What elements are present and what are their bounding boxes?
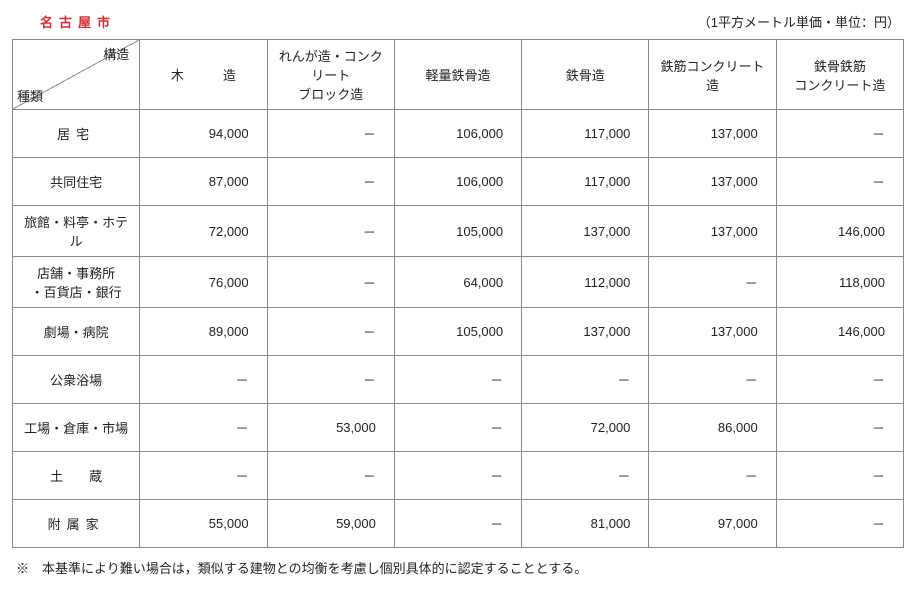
row-label: 店舗・事務所 ・百貨店・銀行 [13, 257, 140, 308]
table-row: 共同住宅87,000－106,000117,000137,000－ [13, 158, 904, 206]
cell-empty: － [267, 257, 394, 308]
corner-header: 構造 種類 [13, 40, 140, 110]
cell-value: 137,000 [649, 308, 776, 356]
row-label: 劇場・病院 [13, 308, 140, 356]
cell-value: 117,000 [522, 110, 649, 158]
cell-value: 137,000 [649, 110, 776, 158]
row-label: 工場・倉庫・市場 [13, 404, 140, 452]
header-row: 名古屋市 （1平方メートル単価・単位：円） [12, 12, 904, 39]
column-header: 鉄骨造 [522, 40, 649, 110]
table-row: 附属家55,00059,000－81,00097,000－ [13, 500, 904, 548]
cell-value: 137,000 [649, 206, 776, 257]
row-label: 附属家 [13, 500, 140, 548]
cell-value: 89,000 [140, 308, 267, 356]
column-header: 軽量鉄骨造 [394, 40, 521, 110]
corner-top-label: 構造 [103, 44, 129, 63]
cell-empty: － [394, 404, 521, 452]
cell-empty: － [649, 356, 776, 404]
table-row: 劇場・病院89,000－105,000137,000137,000146,000 [13, 308, 904, 356]
table-row: 店舗・事務所 ・百貨店・銀行76,000－64,000112,000－118,0… [13, 257, 904, 308]
cell-value: 81,000 [522, 500, 649, 548]
cell-value: 105,000 [394, 206, 521, 257]
row-label: 共同住宅 [13, 158, 140, 206]
city-name: 名古屋市 [40, 12, 116, 31]
table-header-row: 構造 種類 木 造れんが造・コンクリート ブロック造軽量鉄骨造鉄骨造鉄筋コンクリ… [13, 40, 904, 110]
cell-value: 118,000 [776, 257, 903, 308]
cell-value: 64,000 [394, 257, 521, 308]
price-table: 構造 種類 木 造れんが造・コンクリート ブロック造軽量鉄骨造鉄骨造鉄筋コンクリ… [12, 39, 904, 548]
cell-value: 72,000 [140, 206, 267, 257]
cell-empty: － [267, 308, 394, 356]
cell-value: 117,000 [522, 158, 649, 206]
column-header: 木 造 [140, 40, 267, 110]
cell-value: 55,000 [140, 500, 267, 548]
cell-value: 72,000 [522, 404, 649, 452]
cell-value: 94,000 [140, 110, 267, 158]
cell-value: 97,000 [649, 500, 776, 548]
row-label: 旅館・料亭・ホテル [13, 206, 140, 257]
cell-empty: － [394, 356, 521, 404]
cell-empty: － [267, 452, 394, 500]
table-row: 公衆浴場－－－－－－ [13, 356, 904, 404]
cell-value: 112,000 [522, 257, 649, 308]
column-header: 鉄筋コンクリート造 [649, 40, 776, 110]
cell-empty: － [394, 452, 521, 500]
cell-empty: － [649, 452, 776, 500]
cell-value: 137,000 [649, 158, 776, 206]
cell-empty: － [267, 206, 394, 257]
cell-empty: － [776, 404, 903, 452]
table-row: 工場・倉庫・市場－53,000－72,00086,000－ [13, 404, 904, 452]
cell-value: 146,000 [776, 308, 903, 356]
cell-empty: － [522, 356, 649, 404]
cell-value: 86,000 [649, 404, 776, 452]
cell-empty: － [267, 110, 394, 158]
cell-empty: － [140, 356, 267, 404]
row-label: 居宅 [13, 110, 140, 158]
cell-empty: － [267, 356, 394, 404]
row-label: 土 蔵 [13, 452, 140, 500]
cell-empty: － [649, 257, 776, 308]
cell-empty: － [394, 500, 521, 548]
cell-value: 137,000 [522, 206, 649, 257]
column-header: れんが造・コンクリート ブロック造 [267, 40, 394, 110]
table-row: 土 蔵－－－－－－ [13, 452, 904, 500]
cell-empty: － [776, 158, 903, 206]
footnote: ※ 本基準により難い場合は，類似する建物との均衡を考慮し個別具体的に認定すること… [12, 548, 904, 577]
column-header: 鉄骨鉄筋 コンクリート造 [776, 40, 903, 110]
cell-empty: － [267, 158, 394, 206]
cell-value: 59,000 [267, 500, 394, 548]
corner-bottom-label: 種類 [17, 86, 43, 105]
cell-empty: － [140, 452, 267, 500]
table-row: 居宅94,000－106,000117,000137,000－ [13, 110, 904, 158]
unit-note: （1平方メートル単価・単位：円） [698, 12, 900, 31]
cell-value: 53,000 [267, 404, 394, 452]
cell-empty: － [776, 500, 903, 548]
cell-value: 87,000 [140, 158, 267, 206]
table-row: 旅館・料亭・ホテル72,000－105,000137,000137,000146… [13, 206, 904, 257]
cell-empty: － [522, 452, 649, 500]
table-body: 居宅94,000－106,000117,000137,000－共同住宅87,00… [13, 110, 904, 548]
cell-value: 137,000 [522, 308, 649, 356]
cell-empty: － [140, 404, 267, 452]
cell-value: 106,000 [394, 158, 521, 206]
cell-empty: － [776, 110, 903, 158]
cell-empty: － [776, 356, 903, 404]
cell-value: 105,000 [394, 308, 521, 356]
row-label: 公衆浴場 [13, 356, 140, 404]
cell-empty: － [776, 452, 903, 500]
cell-value: 76,000 [140, 257, 267, 308]
cell-value: 146,000 [776, 206, 903, 257]
cell-value: 106,000 [394, 110, 521, 158]
